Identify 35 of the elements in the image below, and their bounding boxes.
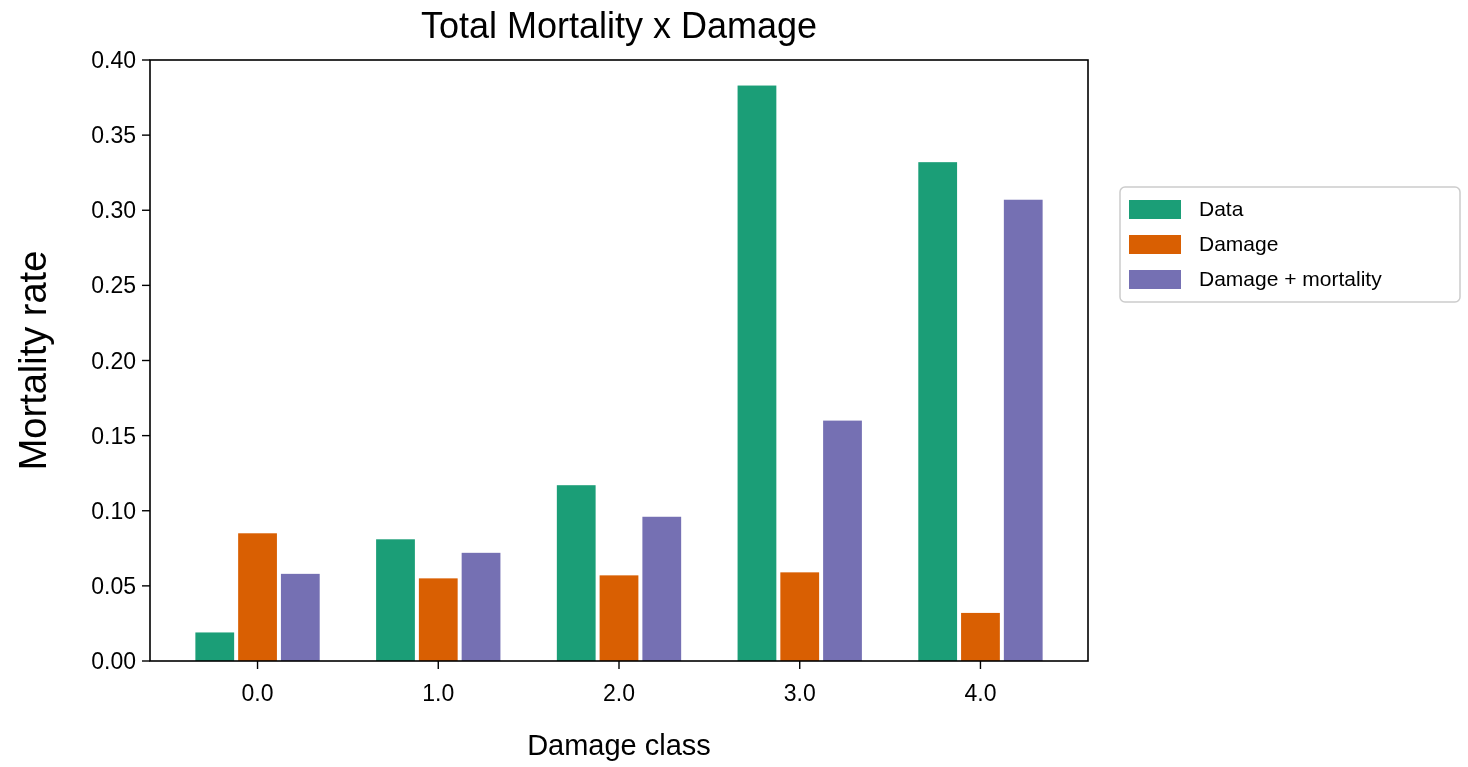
- bar: [195, 632, 235, 661]
- x-axis-title: Damage class: [527, 729, 711, 761]
- y-tick-label: 0.15: [91, 422, 136, 449]
- bar: [599, 575, 639, 661]
- y-tick-label: 0.40: [91, 47, 136, 74]
- bar: [918, 162, 958, 661]
- bar: [461, 552, 501, 661]
- y-tick-label: 0.30: [91, 197, 136, 224]
- bar: [961, 612, 1000, 661]
- bar: [238, 533, 277, 661]
- y-tick-label: 0.20: [91, 347, 136, 374]
- bar: [780, 572, 820, 661]
- x-tick-label: 1.0: [422, 680, 455, 706]
- bar: [280, 573, 320, 661]
- x-tick-label: 3.0: [783, 680, 816, 706]
- chart-title: Total Mortality x Damage: [420, 5, 818, 46]
- bar: [418, 578, 458, 661]
- legend-label: Data: [1199, 197, 1244, 221]
- y-tick-label: 0.35: [91, 122, 136, 149]
- y-tick-label: 0.05: [91, 572, 136, 599]
- bar: [642, 516, 682, 661]
- y-tick-label: 0.00: [91, 648, 136, 675]
- y-axis-title: Mortality rate: [12, 250, 54, 471]
- x-tick-label: 0.0: [241, 680, 274, 706]
- legend-label: Damage: [1199, 232, 1279, 256]
- bar: [376, 539, 415, 661]
- y-tick-label: 0.25: [91, 272, 136, 299]
- bar: [1003, 199, 1043, 661]
- bar: [556, 485, 596, 661]
- x-tick-label: 4.0: [964, 680, 997, 706]
- y-tick-label: 0.10: [91, 497, 136, 524]
- bar: [823, 420, 862, 661]
- bar: [737, 85, 777, 661]
- x-tick-label: 2.0: [603, 680, 635, 706]
- legend-label: Damage + mortality: [1199, 267, 1383, 291]
